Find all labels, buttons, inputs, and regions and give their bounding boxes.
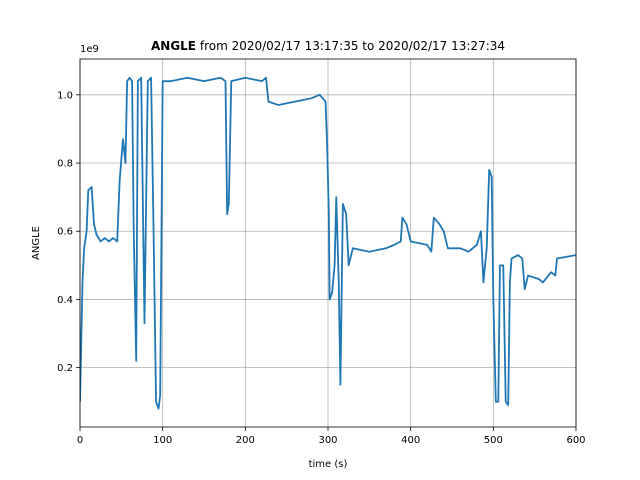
x-tick-label: 0 bbox=[77, 435, 83, 446]
y-tick-label: 0.6 bbox=[57, 227, 73, 238]
y-tick-label: 1.0 bbox=[57, 90, 73, 101]
y-tick-label: 0.4 bbox=[57, 295, 73, 306]
plot-frame bbox=[79, 58, 577, 428]
x-tick-label: 600 bbox=[566, 435, 585, 446]
y-tick-label: 0.8 bbox=[57, 159, 73, 170]
y-offset-label: 1e9 bbox=[80, 44, 99, 55]
x-tick-label: 300 bbox=[318, 435, 337, 446]
title-rest: from 2020/02/17 13:17:35 to 2020/02/17 1… bbox=[200, 39, 505, 53]
chart-title: ANGLE from 2020/02/17 13:17:35 to 2020/0… bbox=[151, 39, 505, 53]
x-tick-label: 200 bbox=[236, 435, 255, 446]
data-line bbox=[80, 76, 576, 410]
x-tick-label: 500 bbox=[484, 435, 503, 446]
y-axis-label: ANGLE bbox=[31, 226, 42, 260]
x-tick-label: 100 bbox=[153, 435, 172, 446]
title-bold: ANGLE bbox=[151, 39, 196, 53]
x-axis-label: time (s) bbox=[309, 459, 348, 470]
y-tick-label: 0.2 bbox=[57, 363, 73, 374]
x-tick-label: 400 bbox=[401, 435, 420, 446]
